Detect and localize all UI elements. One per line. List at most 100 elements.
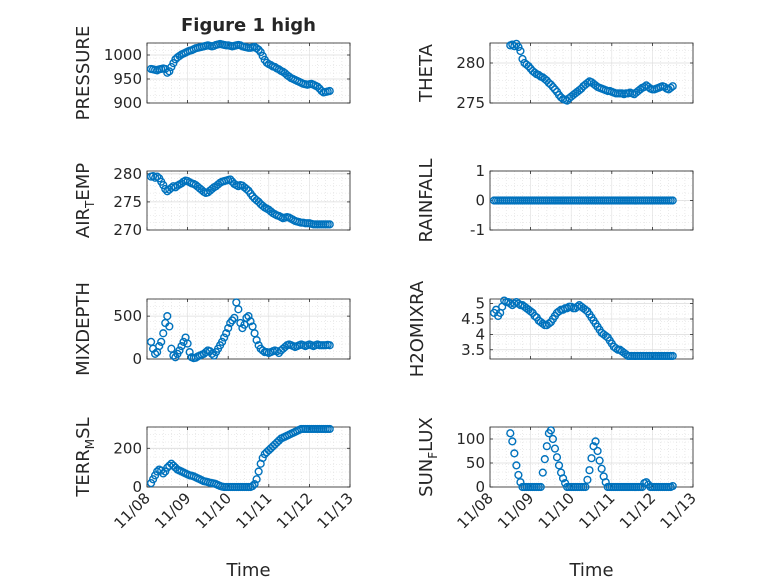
data-point — [552, 453, 562, 462]
data-point — [252, 336, 261, 345]
data-point — [252, 475, 261, 484]
series-markers — [506, 39, 677, 105]
data-point — [563, 304, 572, 313]
axes-box — [146, 298, 351, 360]
y-axis-label: PRESSURE — [73, 26, 94, 121]
data-point — [548, 82, 558, 92]
data-point — [593, 446, 602, 456]
data-point — [165, 67, 174, 76]
x-tick-label: 11/10 — [535, 489, 578, 532]
data-point — [254, 467, 263, 476]
data-point — [313, 82, 322, 91]
data-point — [548, 434, 558, 444]
y-tick-label: 0 — [475, 478, 485, 496]
data-point — [558, 474, 568, 483]
y-tick-label: 280 — [456, 54, 485, 72]
data-point — [666, 83, 675, 92]
data-point — [668, 481, 677, 491]
data-point — [597, 464, 606, 473]
y-tick-label: 0 — [475, 192, 485, 210]
data-point — [583, 475, 592, 484]
y-tick-label: 200 — [113, 439, 142, 457]
data-point — [534, 70, 543, 80]
data-point — [270, 62, 279, 72]
subplot-3: 270 275 280 AIRTEMP — [73, 163, 351, 239]
data-point — [155, 342, 164, 351]
x-axis-label: Time — [568, 560, 613, 581]
y-tick-label: 1000 — [104, 46, 142, 64]
series-markers — [146, 171, 334, 229]
y-tick-label: 500 — [113, 307, 142, 325]
data-point — [224, 324, 233, 333]
data-point — [258, 453, 267, 463]
data-point — [516, 478, 525, 487]
data-point — [668, 351, 677, 361]
data-point — [601, 478, 610, 487]
data-point — [153, 172, 162, 181]
data-point — [157, 337, 166, 346]
data-point — [540, 455, 549, 464]
x-tick-label: 11/09 — [494, 489, 537, 532]
data-point — [242, 184, 251, 194]
data-point — [538, 468, 547, 477]
y-tick-label: 5 — [475, 295, 485, 313]
data-point — [581, 305, 590, 314]
data-point — [159, 329, 168, 338]
x-tick-label: 11/10 — [192, 489, 235, 532]
data-point — [148, 475, 158, 484]
y-tick-label: 900 — [113, 94, 142, 112]
data-point — [325, 341, 334, 350]
data-point — [274, 65, 284, 74]
data-point — [512, 461, 521, 470]
x-axis-label: Time — [225, 560, 270, 581]
data-point — [538, 319, 547, 328]
subplot-5: 0 500 MIXDEPTH — [73, 282, 351, 376]
y-tick-label: 100 — [456, 430, 485, 448]
subplot-4: -1 0 1 RAINFALL — [416, 159, 694, 242]
data-point — [518, 54, 527, 64]
x-tick-label: 11/12 — [616, 489, 659, 532]
y-tick-label: 4 — [475, 325, 485, 343]
subplot-6: 3.544.55 H2OMIXRA — [407, 280, 694, 377]
data-point — [668, 196, 677, 205]
data-point — [516, 46, 525, 56]
subplot-7: 11/0811/0911/1011/1111/1211/13Time0200TE… — [73, 417, 357, 581]
axes-box — [489, 42, 694, 104]
data-point — [589, 442, 598, 451]
data-point — [234, 305, 243, 314]
data-point — [556, 93, 566, 102]
y-axis-label: MIXDEPTH — [73, 282, 94, 376]
data-point — [546, 80, 556, 89]
x-tick-label: 11/09 — [151, 489, 194, 532]
data-point — [179, 337, 188, 346]
data-point — [554, 461, 564, 470]
data-point — [530, 68, 539, 77]
data-point — [514, 470, 523, 480]
series-markers — [146, 39, 334, 97]
data-point — [550, 85, 560, 94]
data-point — [601, 331, 610, 341]
y-tick-label: 50 — [466, 454, 485, 472]
axes-box — [146, 42, 351, 104]
y-axis-label: THETA — [416, 43, 437, 103]
data-point — [167, 344, 176, 353]
y-tick-label: 0 — [132, 350, 142, 368]
y-tick-label: 275 — [456, 94, 485, 112]
data-point — [151, 349, 160, 358]
data-point — [591, 81, 600, 90]
data-point — [175, 346, 184, 355]
y-tick-label: 3.5 — [461, 341, 485, 359]
data-point — [220, 333, 229, 342]
grid — [489, 42, 694, 104]
y-axis-label: AIRTEMP — [73, 163, 97, 238]
subplot-8: 11/0811/0911/1011/1111/1211/13Time050100… — [416, 417, 700, 581]
data-point — [325, 220, 334, 229]
data-point — [325, 424, 334, 434]
series-markers — [146, 298, 334, 363]
y-tick-label: 1 — [475, 162, 485, 180]
data-point — [591, 437, 600, 446]
x-tick-label: 11/12 — [273, 489, 316, 532]
data-point — [542, 442, 551, 451]
data-point — [506, 429, 515, 438]
data-point — [159, 469, 168, 478]
